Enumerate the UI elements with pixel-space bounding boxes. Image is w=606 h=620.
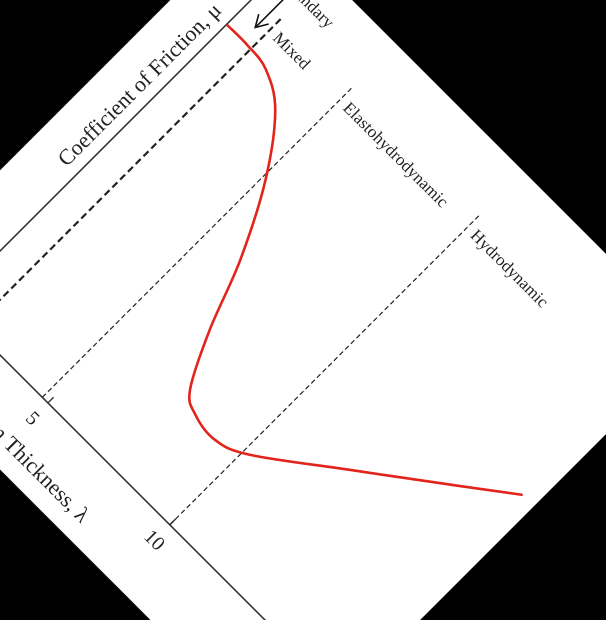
region-arrow-head: [254, 13, 269, 29]
region-separator: [0, 16, 283, 329]
friction-curve: [187, 24, 523, 497]
region-separator: [41, 87, 353, 398]
x-axis: [0, 302, 342, 620]
region-separator: [169, 214, 480, 526]
y-axis: [0, 0, 303, 304]
region-arrow: [256, 0, 292, 27]
x-tick: [47, 396, 55, 404]
